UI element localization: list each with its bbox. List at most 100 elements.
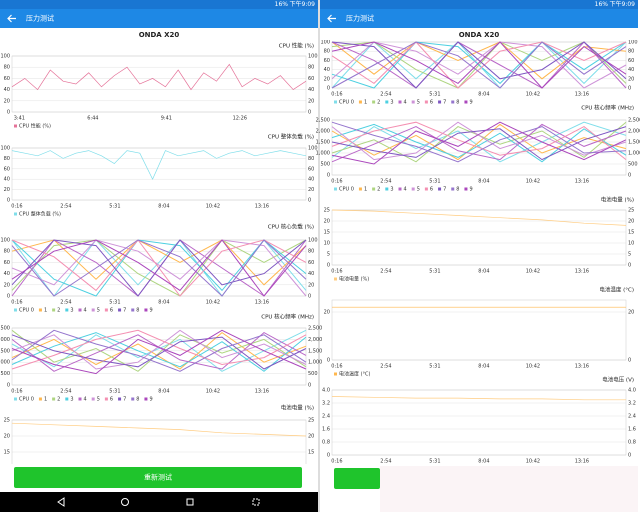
y-tick-label: 15 <box>308 450 314 456</box>
nav-bar <box>0 492 318 512</box>
y-tick-label: 20 <box>4 98 10 104</box>
y-tick-label: 1,000 <box>628 151 640 157</box>
y-tick-label: 100 <box>320 40 330 46</box>
y-tick-label: 2,500 <box>0 326 10 332</box>
x-tick-label: 8:04 <box>158 204 169 210</box>
legend-swatch <box>424 100 428 104</box>
legend-label: 7 <box>443 187 446 193</box>
y-tick-label: 20 <box>4 282 10 288</box>
legend-swatch <box>131 308 135 312</box>
legend-label: 6 <box>430 187 433 193</box>
device-name: ONDA X20 <box>459 31 500 39</box>
nav-extra[interactable] <box>252 498 260 506</box>
x-tick-label: 5:31 <box>429 269 440 275</box>
chart: CPU 核心负载 (%) 0 0 20 20 40 40 60 60 80 80 100 100 0:16… <box>0 223 317 314</box>
chart: 电池电量 (%) 0 0 5 5 10 10 15 15 20 20 25 25 0:16 2:54 5:31… <box>324 196 635 283</box>
y-tick-label: 2,000 <box>308 337 322 343</box>
chart: CPU 性能 (%) 0 0 20 20 40 40 60 60 80 80 100 100 3:41 6:… <box>0 42 317 130</box>
legend-swatch <box>144 397 148 401</box>
divider <box>318 0 320 512</box>
legend-swatch <box>411 100 415 104</box>
x-tick-label: 8:04 <box>478 459 489 465</box>
y-tick-label: 500 <box>308 371 318 377</box>
y-tick-label: 0 <box>628 453 631 459</box>
legend-swatch <box>398 100 402 104</box>
plot-frame <box>11 147 307 201</box>
back-arrow[interactable] <box>327 14 336 23</box>
nav-recent[interactable] <box>186 498 194 506</box>
series-line <box>331 121 627 163</box>
legend-label: CPU 0 <box>339 100 354 106</box>
nav-back[interactable] <box>57 497 65 507</box>
legend-label: 1 <box>364 187 367 193</box>
series-line <box>331 126 627 161</box>
series-line <box>331 123 627 163</box>
y-tick-label: 0 <box>308 110 311 116</box>
legend-swatch <box>372 187 376 191</box>
series-line <box>11 334 307 370</box>
legend-swatch <box>38 308 42 312</box>
y-tick-label: 80 <box>308 249 314 255</box>
x-tick-label: 13:16 <box>575 269 589 275</box>
legend-swatch <box>65 397 69 401</box>
plot-frame <box>331 119 627 176</box>
nav-home[interactable] <box>121 498 129 506</box>
legend-label: 8 <box>456 100 459 106</box>
x-tick-label: 10:42 <box>526 269 540 275</box>
plot-frame <box>11 55 307 113</box>
x-tick-label: 5:31 <box>429 459 440 465</box>
legend-swatch <box>334 372 337 376</box>
y-tick-label: 2,500 <box>308 326 322 332</box>
x-tick-label: 3:41 <box>14 116 25 122</box>
y-tick-label: 80 <box>308 65 314 71</box>
y-tick-label: 2.4 <box>322 414 330 420</box>
legend-label: 电池温度 (°C) <box>339 371 371 378</box>
x-tick-label: 0:16 <box>11 204 22 210</box>
app-title: 压力测试 <box>26 14 54 23</box>
legend-label: 7 <box>123 397 126 403</box>
fade <box>380 466 638 512</box>
y-tick-label: 5 <box>628 252 631 258</box>
x-tick-label: 10:42 <box>206 300 220 306</box>
legend-label: CPU 性能 (%) <box>19 123 51 130</box>
legend-label: 4 <box>404 187 407 193</box>
y-tick-label: 0 <box>628 86 631 92</box>
x-tick-label: 9:41 <box>161 116 172 122</box>
legend-label: 1 <box>44 397 47 403</box>
x-tick-label: 5:31 <box>429 179 440 185</box>
chart: CPU 核心频率 (MHz) 0 0 500 500 1,000 1,000 1,500 1,5… <box>316 104 640 193</box>
back-arrow[interactable] <box>7 14 16 23</box>
legend-label: 6 <box>110 397 113 403</box>
retest-button[interactable] <box>334 468 380 489</box>
y-tick-label: 60 <box>4 260 10 266</box>
status-bar <box>320 0 638 9</box>
legend-swatch <box>424 187 428 191</box>
app-bar <box>320 9 638 28</box>
x-tick-label: 2:54 <box>380 179 391 185</box>
legend-swatch <box>65 308 69 312</box>
chart-title: CPU 性能 (%) <box>279 42 314 50</box>
y-tick-label: 5 <box>327 252 330 258</box>
x-tick-label: 5:31 <box>109 300 120 306</box>
legend-label: 5 <box>417 100 420 106</box>
x-tick-label: 13:16 <box>575 179 589 185</box>
series-line <box>11 150 307 181</box>
y-tick-label: 20 <box>628 310 634 316</box>
x-tick-label: 2:54 <box>60 300 71 306</box>
y-tick-label: 60 <box>324 58 330 64</box>
legend-label: 3 <box>70 397 73 403</box>
y-tick-label: 80 <box>4 249 10 255</box>
legend-label: 1 <box>44 308 47 314</box>
chart: 电池电压 (V) 0 0 0.8 0.8 1.6 1.6 2.4 2.4 3.2 3.2 4.0 4.0… <box>322 376 636 473</box>
title-bg <box>0 28 318 40</box>
y-tick-label: 1,500 <box>0 348 10 354</box>
legend-label: 5 <box>97 397 100 403</box>
chart-title: CPU 核心频率 (MHz) <box>581 104 634 112</box>
retest-button[interactable] <box>14 467 302 488</box>
series-line <box>11 239 307 297</box>
y-tick-label: 0 <box>628 358 631 364</box>
series-line <box>11 239 307 297</box>
legend-label: 4 <box>84 397 87 403</box>
